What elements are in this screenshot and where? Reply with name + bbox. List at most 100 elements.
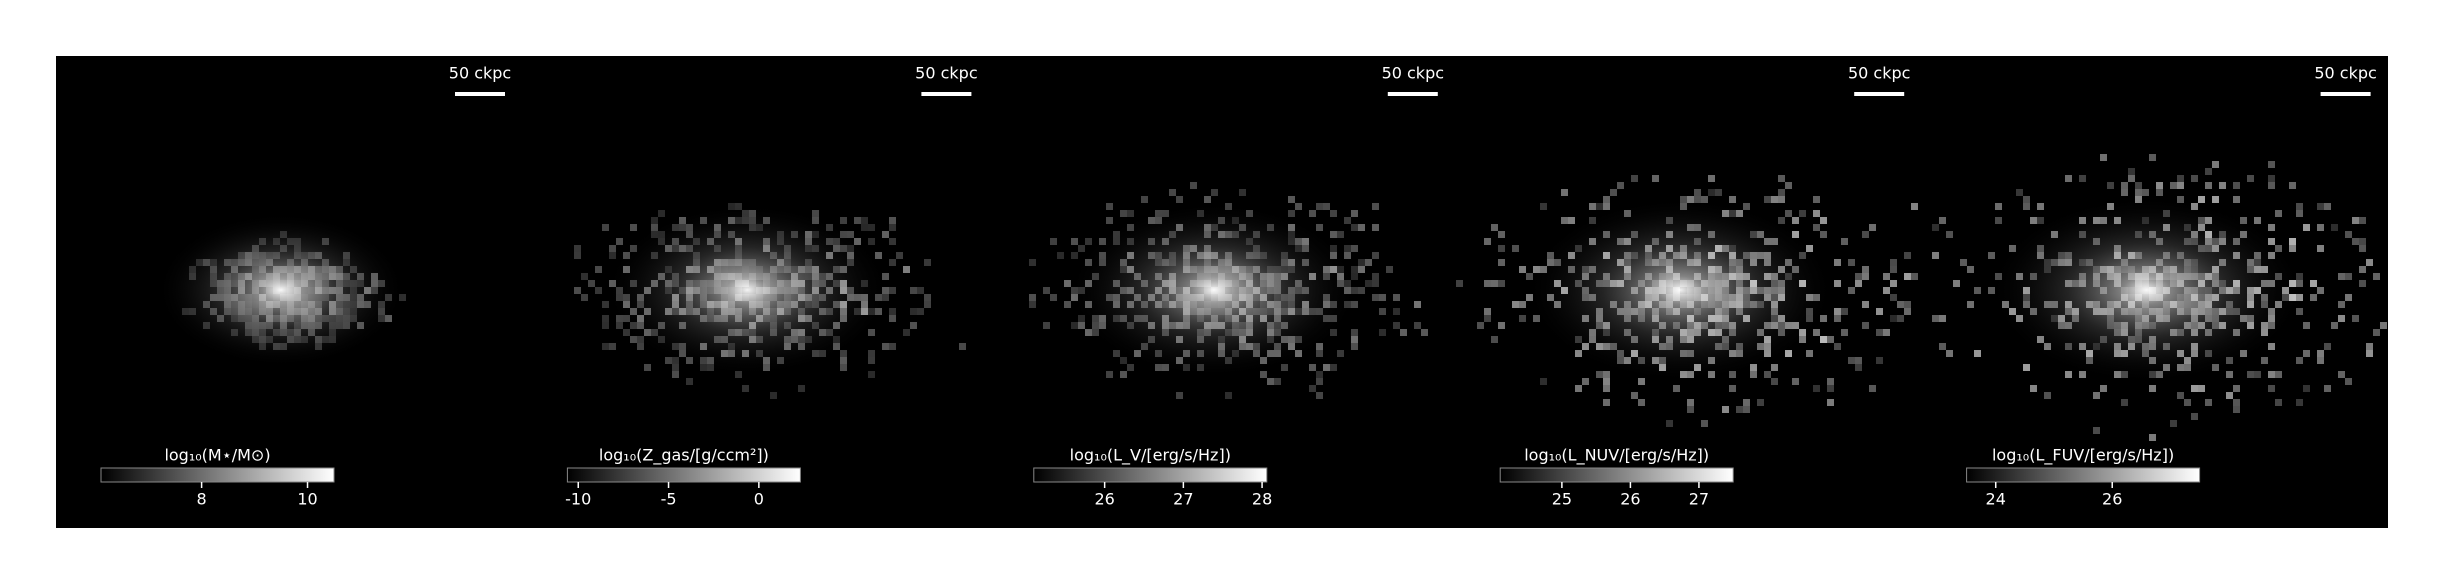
pixel (1813, 196, 1820, 203)
pixel (1344, 217, 1351, 224)
pixel (1855, 273, 1862, 280)
pixel (1225, 392, 1232, 399)
pixel (1260, 371, 1267, 378)
pixel (1876, 308, 1883, 315)
pixel (868, 238, 875, 245)
colorbar-label: log₁₀(M⋆/M⊙) (164, 446, 270, 465)
pixel (861, 224, 868, 231)
pixel (1351, 245, 1358, 252)
panel: 50 ckpc log₁₀(L_V/[erg/s/Hz]) 26 27 28 (1029, 64, 1444, 509)
pixel (1841, 238, 1848, 245)
pixel (2373, 273, 2380, 280)
pixel (1078, 245, 1085, 252)
colorbar (100, 467, 335, 483)
pixel (1827, 385, 1834, 392)
scale-bar-label: 50 ckpc (1382, 64, 1444, 83)
pixel (2233, 385, 2240, 392)
colorbar-label: log₁₀(Z_gas/[g/ccm²]) (599, 446, 769, 466)
pixel (924, 259, 931, 266)
pixel (1855, 364, 1862, 371)
pixel (1288, 210, 1295, 217)
pixel (910, 308, 917, 315)
pixel (672, 364, 679, 371)
pixel (1834, 308, 1841, 315)
pixel (1862, 273, 1869, 280)
pixel (1029, 259, 1036, 266)
pixel (1330, 210, 1337, 217)
pixel (2338, 301, 2345, 308)
pixel (1960, 259, 1967, 266)
pixel (1071, 238, 1078, 245)
pixel (2030, 217, 2037, 224)
pixel (2317, 245, 2324, 252)
pixel (1484, 238, 1491, 245)
pixel (2100, 385, 2107, 392)
galaxy-core (1988, 196, 2305, 384)
pixel (889, 315, 896, 322)
pixel (868, 357, 875, 364)
pixel (1085, 238, 1092, 245)
pixel (2191, 413, 2198, 420)
pixel (2121, 182, 2128, 189)
pixel (2093, 392, 2100, 399)
pixel (1491, 224, 1498, 231)
pixel (1911, 273, 1918, 280)
pixel (644, 364, 651, 371)
colorbar-tick-label: -5 (661, 490, 677, 509)
pixel (1603, 385, 1610, 392)
colorbar-tick-label: 27 (1689, 490, 1709, 509)
pixel (1806, 350, 1813, 357)
pixel (1834, 343, 1841, 350)
pixel (1848, 259, 1855, 266)
pixel (2366, 350, 2373, 357)
pixel (1316, 350, 1323, 357)
pixel (903, 329, 910, 336)
pixel (1603, 203, 1610, 210)
pixel (574, 252, 581, 259)
pixel (602, 224, 609, 231)
pixel (896, 252, 903, 259)
pixel (1827, 378, 1834, 385)
pixel (1771, 364, 1778, 371)
pixel (1064, 301, 1071, 308)
pixel (1358, 259, 1365, 266)
scale-bar-label: 50 ckpc (449, 64, 511, 83)
pixel (2296, 210, 2303, 217)
pixel (1820, 231, 1827, 238)
pixel (1904, 301, 1911, 308)
pixel (1358, 287, 1365, 294)
pixel (1372, 224, 1379, 231)
pixel (2317, 287, 2324, 294)
pixel (1498, 259, 1505, 266)
pixel (1064, 280, 1071, 287)
pixel (1491, 280, 1498, 287)
pixel (1519, 266, 1526, 273)
colorbar-label: log₁₀(L_NUV/[erg/s/Hz]) (1524, 446, 1709, 466)
pixel (1316, 378, 1323, 385)
pixel (1120, 371, 1127, 378)
pixel (2331, 224, 2338, 231)
pixel (1057, 252, 1064, 259)
pixel (1498, 231, 1505, 238)
pixel (2233, 182, 2240, 189)
pixel (1379, 329, 1386, 336)
pixel (1141, 196, 1148, 203)
pixel (2191, 175, 2198, 182)
pixel (2359, 217, 2366, 224)
pixel (1813, 385, 1820, 392)
pixel (1127, 364, 1134, 371)
pixel (1267, 378, 1274, 385)
pixel (2359, 280, 2366, 287)
pixel (1932, 224, 1939, 231)
pixel (1603, 378, 1610, 385)
pixel (1897, 315, 1904, 322)
pixel (1316, 224, 1323, 231)
pixel (2100, 154, 2107, 161)
pixel (1743, 399, 1750, 406)
pixel (1638, 378, 1645, 385)
panel: 50 ckpc log₁₀(Z_gas/[g/ccm²]) -10 -5 0 (565, 64, 977, 509)
pixel (1372, 252, 1379, 259)
colorbar-tick-label: 8 (197, 490, 207, 509)
pixel (2198, 196, 2205, 203)
pixel (1519, 301, 1526, 308)
